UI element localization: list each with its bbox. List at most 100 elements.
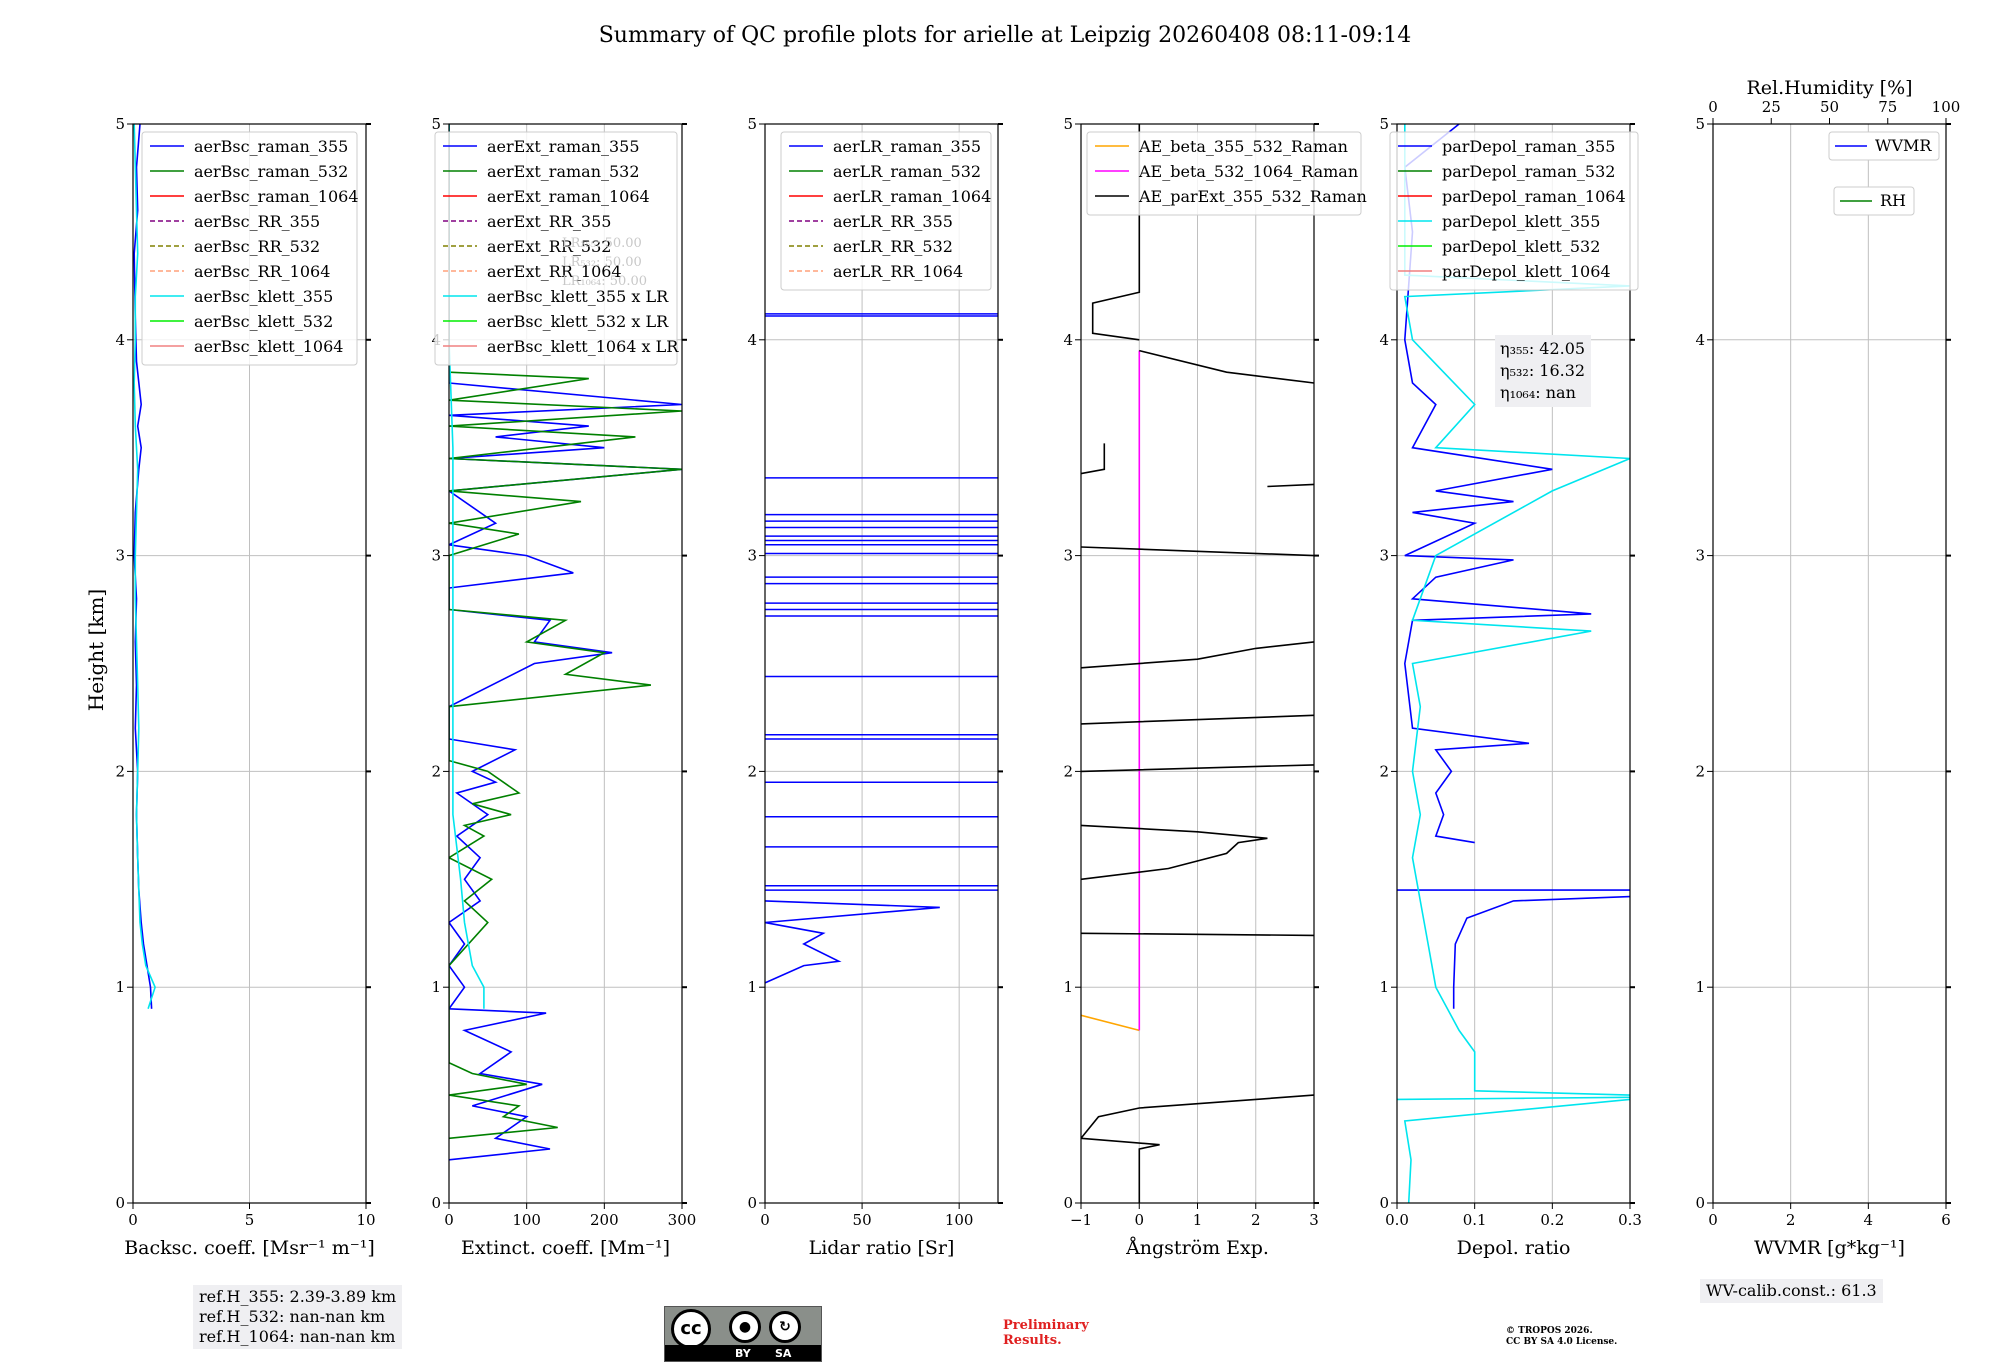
y-tick-label: 0 <box>1695 1194 1705 1212</box>
legend-box <box>434 131 678 366</box>
plot-frame <box>1712 123 1947 1204</box>
y-tick-label: 5 <box>431 115 441 133</box>
lr-annotation: LR₁₀₆₄: 50.00 <box>562 274 647 289</box>
legend-entry: AE_parExt_355_532_Raman <box>1138 187 1367 206</box>
x-tick-label: 100 <box>945 1211 974 1229</box>
legend-entry: aerExt_RR_355 <box>487 212 611 231</box>
series-aerBsc_klett_355 <box>133 124 156 1010</box>
x-tick-label: 0 <box>1708 1211 1718 1229</box>
copyright-notice: © TROPOS 2026. CC BY SA 4.0 License. <box>1506 1326 1617 1348</box>
top-x-tick-label: 0 <box>1708 98 1718 116</box>
y-tick-label: 5 <box>115 115 125 133</box>
y-tick-label: 3 <box>1695 547 1705 565</box>
y-tick-label: 1 <box>115 978 125 996</box>
legend-box <box>780 131 992 291</box>
legend-entry: aerLR_raman_1064 <box>833 187 991 206</box>
cc-by-sa-logo: cc ● ↻ BY SA <box>664 1306 822 1362</box>
series-group <box>133 124 156 1010</box>
y-tick-label: 5 <box>1063 115 1073 133</box>
y-tick-label: 3 <box>1063 547 1073 565</box>
x-tick-label: 0 <box>760 1211 770 1229</box>
series-group <box>1081 124 1314 1203</box>
legend-box <box>141 131 358 366</box>
x-tick-label: −1 <box>1070 1211 1092 1229</box>
legend-entry: aerBsc_raman_1064 <box>194 187 359 206</box>
series-parDepol_klett_355 <box>1397 124 1630 1203</box>
x-tick-label: 0.1 <box>1463 1211 1487 1229</box>
preliminary-notice: Preliminary Results. <box>1003 1318 1089 1348</box>
reference-height-box: ref.H_355: 2.39-3.89 km ref.H_532: nan-n… <box>193 1285 403 1349</box>
legend-entry: aerBsc_klett_1064 x LR <box>487 337 679 356</box>
x-axis-label: Depol. ratio <box>1457 1237 1571 1259</box>
y-tick-label: 4 <box>1379 331 1389 349</box>
eta-box <box>1495 335 1591 407</box>
x-tick-label: 300 <box>668 1211 697 1229</box>
y-tick-label: 5 <box>1695 115 1705 133</box>
legend-entry: aerBsc_RR_532 <box>194 237 320 256</box>
y-tick-label: 0 <box>115 1194 125 1212</box>
ref-h-355: ref.H_355: 2.39-3.89 km <box>199 1287 397 1306</box>
legend-entry: parDepol_raman_532 <box>1442 162 1615 181</box>
copyright-line-1: © TROPOS 2026. <box>1506 1326 1593 1336</box>
cc-license-bar: BY SA <box>665 1345 821 1361</box>
legend-entry: aerBsc_RR_355 <box>194 212 320 231</box>
y-tick-label: 1 <box>1379 978 1389 996</box>
legend-entry: aerExt_RR_532 <box>487 237 611 256</box>
x-tick-label: 50 <box>853 1211 872 1229</box>
top-x-tick-label: 50 <box>1820 98 1839 116</box>
top-x-tick-label: 75 <box>1878 98 1897 116</box>
series-aerExt_raman_532 <box>449 124 682 1140</box>
x-tick-label: 0.2 <box>1540 1211 1564 1229</box>
legend-entry: parDepol_klett_532 <box>1442 237 1600 256</box>
y-tick-label: 2 <box>1063 762 1073 780</box>
y-tick-label: 0 <box>431 1194 441 1212</box>
x-axis-label: Extinct. coeff. [Mm⁻¹] <box>461 1237 670 1259</box>
x-axis-label: WVMR [g*kg⁻¹] <box>1754 1237 1905 1259</box>
x-tick-label: 4 <box>1864 1211 1874 1229</box>
y-tick-label: 5 <box>1379 115 1389 133</box>
series-aerLR_raman_355 <box>765 900 940 984</box>
cc-text: cc <box>680 1318 702 1339</box>
legend-entry: aerBsc_raman_532 <box>194 162 348 181</box>
series-aerBsc_klett_355 x LR <box>449 124 485 1009</box>
x-tick-label: 100 <box>512 1211 541 1229</box>
legend-entry: aerBsc_klett_355 x LR <box>487 287 669 306</box>
lr-annotation: LR₅₃₂: 50.00 <box>562 255 642 270</box>
series-AE_beta_355_532_Raman <box>1081 1014 1140 1032</box>
legend-entry: parDepol_klett_355 <box>1442 212 1600 231</box>
y-tick-label: 1 <box>431 978 441 996</box>
legend-entry: aerExt_raman_1064 <box>487 187 650 206</box>
ref-h-532: ref.H_532: nan-nan km <box>199 1307 386 1326</box>
top-x-tick-label: 100 <box>1932 98 1961 116</box>
y-tick-label: 3 <box>115 547 125 565</box>
x-axis-label: Backsc. coeff. [Msr⁻¹ m⁻¹] <box>124 1237 375 1259</box>
legend-entry: aerLR_RR_355 <box>833 212 953 231</box>
legend-entry: aerLR_raman_532 <box>833 162 981 181</box>
y-tick-label: 2 <box>747 762 757 780</box>
y-tick-label: 4 <box>1063 331 1073 349</box>
legend-entry: aerLR_RR_1064 <box>833 262 963 281</box>
figure-title: Summary of QC profile plots for arielle … <box>599 23 1412 48</box>
series-parDepol_raman_355 <box>1397 124 1630 1009</box>
y-tick-label: 0 <box>1379 1194 1389 1212</box>
legend-box <box>1086 131 1362 216</box>
x-tick-label: 0 <box>444 1211 454 1229</box>
legend-entry: aerExt_raman_355 <box>487 137 640 156</box>
y-tick-label: 3 <box>747 547 757 565</box>
panel-6: 0 2 4 6 0 1 2 3 4 5 WVMR [g*kg⁻¹] 0 25 50 75 100 Rel.Hum… <box>1695 77 1960 1259</box>
y-tick-label: 4 <box>115 331 125 349</box>
x-tick-label: 1 <box>1193 1211 1203 1229</box>
y-tick-label: 2 <box>115 762 125 780</box>
legend-entry: parDepol_raman_1064 <box>1442 187 1626 206</box>
series-group <box>765 313 998 984</box>
legend-entry: aerExt_raman_532 <box>487 162 640 181</box>
y-axis-label: Height [km] <box>84 589 108 711</box>
legend-entry: aerBsc_RR_1064 <box>194 262 330 281</box>
x-tick-label: 5 <box>245 1211 255 1229</box>
y-tick-label: 3 <box>1379 547 1389 565</box>
y-tick-label: 1 <box>747 978 757 996</box>
cc-icon: cc <box>671 1309 711 1349</box>
cc-by-label: BY <box>735 1347 751 1360</box>
preliminary-line-2: Results. <box>1003 1333 1062 1348</box>
